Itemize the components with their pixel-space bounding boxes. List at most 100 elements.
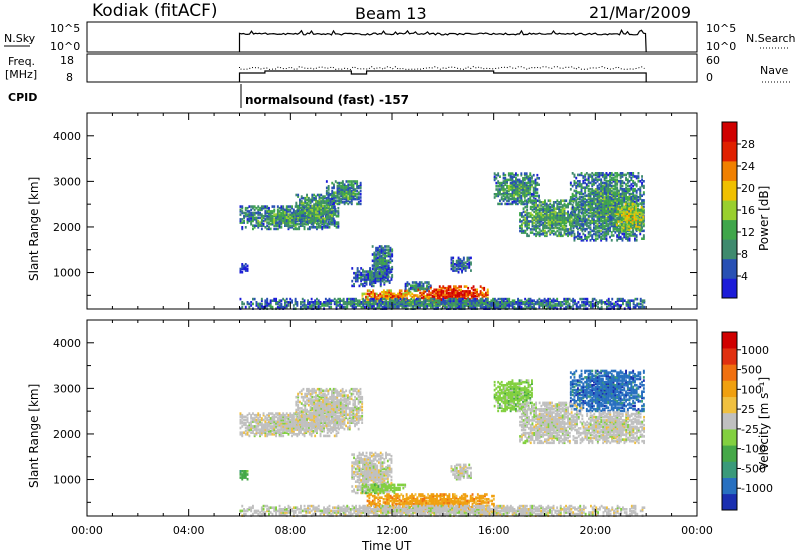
heatmap-cell — [499, 302, 502, 306]
heatmap-cell — [629, 225, 632, 228]
heatmap-cell — [619, 199, 622, 202]
heatmap-cell — [349, 301, 352, 304]
heatmap-cell — [526, 226, 529, 230]
heatmap-cell — [385, 275, 387, 278]
heatmap-cell — [306, 209, 308, 213]
heatmap-cell — [630, 197, 633, 201]
heatmap-cell — [522, 178, 524, 182]
heatmap-cell — [404, 292, 407, 296]
heatmap-cell — [573, 197, 576, 201]
heatmap-cell — [440, 298, 443, 301]
heatmap-cell — [529, 181, 532, 185]
heatmap-cell — [476, 304, 478, 307]
heatmap-cell — [330, 302, 333, 306]
heatmap-cell — [626, 221, 629, 225]
heatmap-cell — [518, 188, 521, 191]
heatmap-cell — [545, 226, 548, 230]
heatmap-cell — [538, 220, 541, 223]
heatmap-cell — [341, 185, 344, 188]
heatmap-cell — [520, 199, 523, 202]
heatmap-cell — [375, 265, 378, 269]
heatmap-cell — [271, 210, 274, 213]
heatmap-cell — [601, 223, 604, 226]
heatmap-cell — [565, 224, 568, 228]
heatmap-cell — [271, 219, 274, 223]
heatmap-cell — [556, 204, 559, 207]
heatmap-cell — [632, 184, 635, 188]
heatmap-cell — [372, 295, 375, 299]
heatmap-cell — [294, 297, 297, 301]
heatmap-cell — [346, 305, 349, 309]
heatmap-cell — [609, 199, 611, 202]
heatmap-cell — [304, 220, 307, 224]
heatmap-cell — [315, 206, 317, 209]
heatmap-cell — [451, 291, 454, 295]
heatmap-cell — [438, 290, 441, 293]
heatmap-cell — [531, 199, 534, 202]
heatmap-cell — [431, 305, 434, 309]
heatmap-cell — [250, 222, 253, 226]
heatmap-cell — [612, 215, 615, 218]
heatmap-cell — [522, 221, 525, 225]
heatmap-cell — [525, 201, 528, 204]
heatmap-cell — [260, 214, 263, 218]
heatmap-cell — [578, 210, 581, 213]
heatmap-cell — [595, 301, 598, 304]
heatmap-cell — [624, 206, 627, 209]
heatmap-cell — [601, 172, 604, 175]
heatmap-cell — [289, 226, 292, 229]
heatmap-cell — [411, 284, 414, 287]
heatmap-cell — [384, 295, 387, 299]
heatmap-cell — [499, 199, 501, 202]
heatmap-cell — [343, 186, 346, 190]
heatmap-cell — [476, 293, 478, 296]
heatmap-cell — [632, 196, 635, 199]
heatmap-cell — [579, 228, 582, 231]
heatmap-cell — [574, 216, 577, 220]
heatmap-cell — [610, 239, 613, 242]
heatmap-cell — [616, 192, 619, 196]
heatmap-cell — [622, 214, 625, 217]
heatmap-cell — [299, 200, 301, 203]
heatmap-cell — [580, 211, 583, 215]
heatmap-cell — [260, 213, 263, 216]
heatmap-cell — [630, 188, 633, 191]
heatmap-cell — [531, 224, 534, 228]
heatmap-cell — [372, 281, 375, 284]
heatmap-cell — [605, 180, 608, 183]
freq-tick-bottom: 8 — [66, 71, 73, 84]
heatmap-cell — [529, 178, 532, 182]
heatmap-cell — [244, 211, 247, 215]
heatmap-cell — [567, 220, 569, 223]
heatmap-cell — [382, 259, 385, 263]
heatmap-cell — [331, 220, 333, 224]
heatmap-cell — [584, 189, 587, 193]
heatmap-cell — [331, 208, 333, 211]
heatmap-cell — [501, 305, 503, 309]
heatmap-cell — [573, 194, 576, 197]
heatmap-cell — [427, 286, 430, 289]
heatmap-cell — [453, 291, 455, 295]
heatmap-cell — [401, 305, 404, 309]
heatmap-cell — [387, 275, 390, 279]
heatmap-cell — [584, 178, 587, 181]
heatmap-cell — [391, 250, 394, 253]
heatmap-cell — [617, 207, 620, 211]
heatmap-cell — [322, 214, 324, 217]
heatmap-cell — [614, 178, 617, 181]
heatmap-cell — [623, 232, 626, 236]
heatmap-cell — [556, 304, 559, 307]
heatmap-cell — [626, 220, 629, 223]
heatmap-cell — [515, 186, 517, 190]
heatmap-cell — [413, 289, 416, 292]
heatmap-cell — [287, 227, 290, 231]
heatmap-cell — [545, 234, 548, 238]
heatmap-cell — [593, 211, 595, 215]
heatmap-cell — [492, 301, 494, 304]
heatmap-cell — [384, 253, 386, 256]
heatmap-cell — [523, 189, 526, 193]
heatmap-cell — [526, 223, 529, 226]
heatmap-cell — [582, 186, 585, 189]
heatmap-cell — [313, 211, 316, 214]
heatmap-cell — [275, 302, 277, 306]
